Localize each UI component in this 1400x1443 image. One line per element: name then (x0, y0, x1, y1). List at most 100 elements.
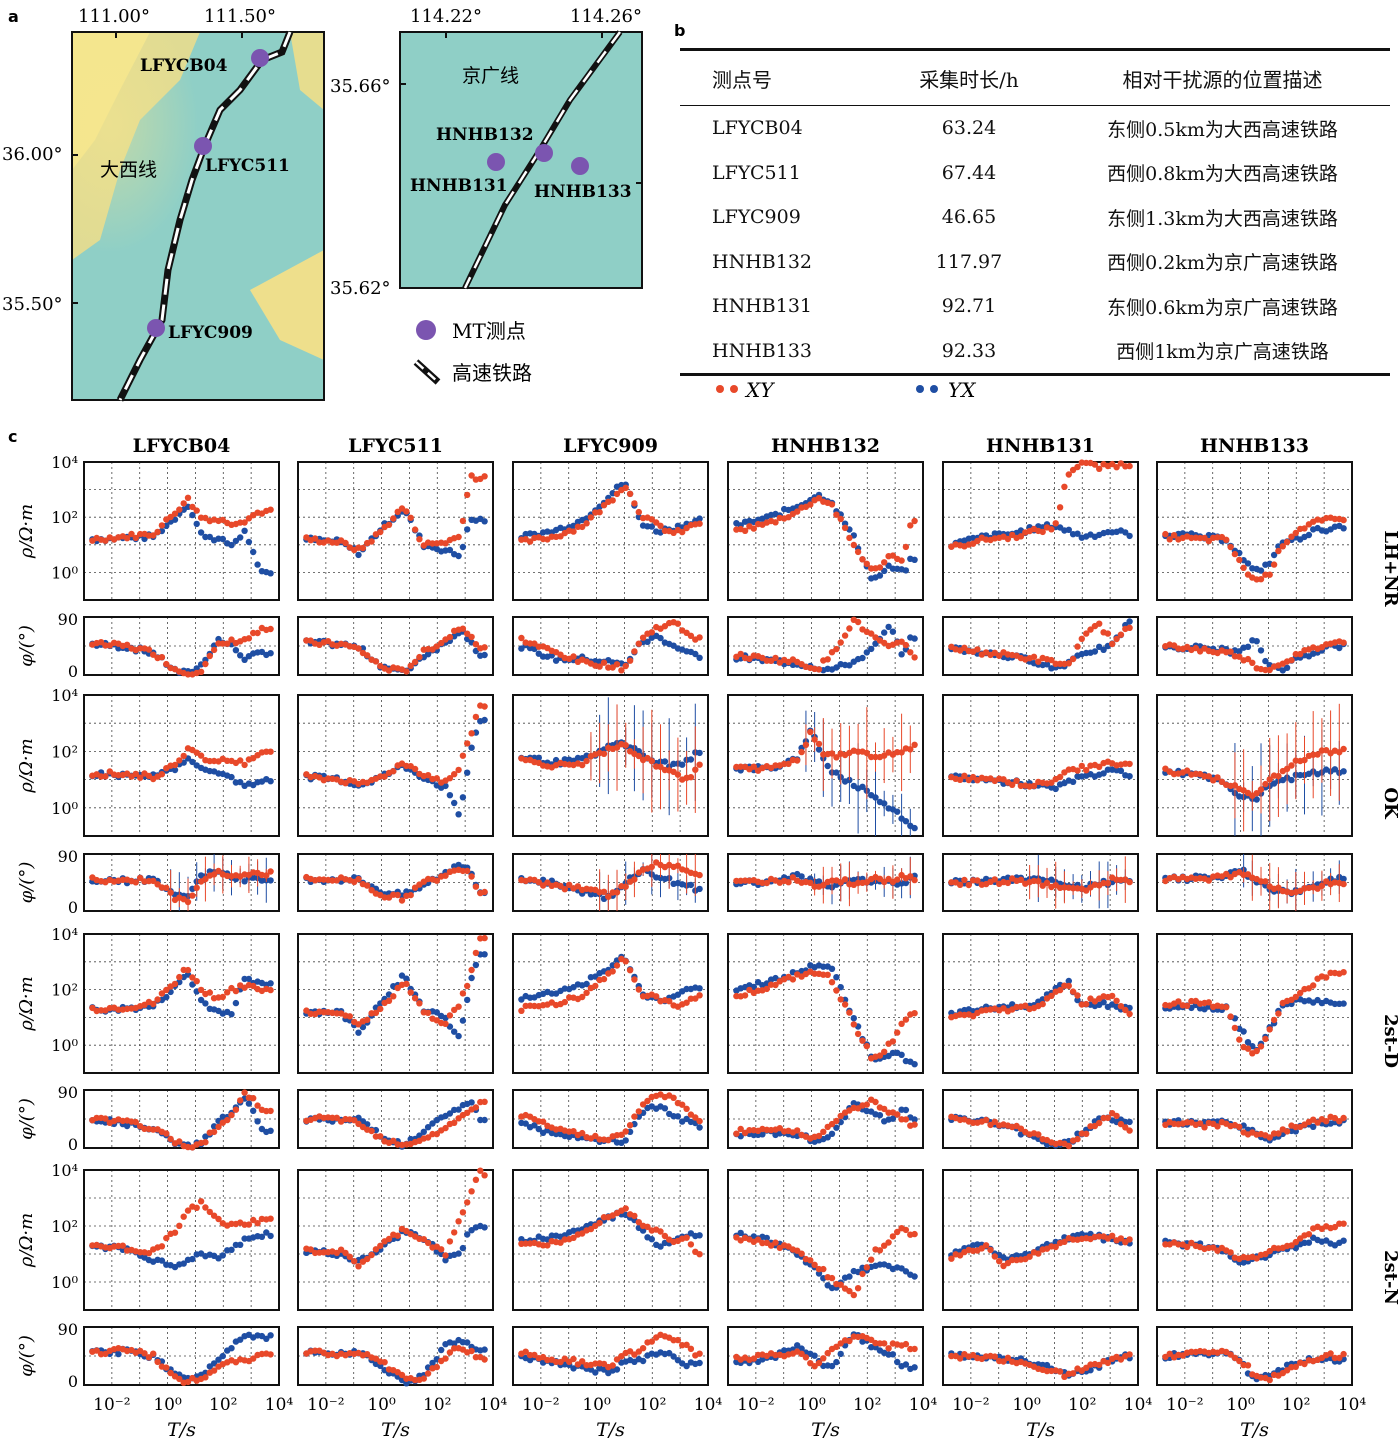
phi-point-xy (210, 1128, 218, 1136)
rho-point-xy (1183, 1243, 1191, 1251)
rho-point-xy (600, 502, 608, 509)
rho-point-xy (342, 1249, 349, 1257)
phi-point-xy (1236, 1123, 1243, 1131)
phi-point-xy (696, 1117, 703, 1125)
rho-point-xy (596, 1219, 603, 1227)
rho-point-xy (898, 749, 905, 756)
phi-point-yx (824, 1134, 831, 1141)
rho-point-xy (687, 774, 695, 781)
phi-point-xy (1301, 1360, 1308, 1368)
rho-point-xy (956, 776, 964, 783)
rho-point-xy (184, 494, 192, 501)
rho-point-xy (1288, 762, 1295, 769)
rho-point-xy (411, 995, 419, 1002)
rho-axes-frame (297, 1169, 494, 1311)
rho-point-yx (472, 961, 480, 969)
rho-point-xy (828, 750, 836, 757)
rho-point-xy (1039, 528, 1046, 536)
rho-point-yx (1288, 776, 1295, 784)
phi-point-xy (613, 889, 621, 896)
rho-point-yx (433, 1009, 440, 1016)
phi-point-xy (224, 640, 231, 647)
rho-point-xy (683, 1234, 690, 1241)
phi-point-xy (674, 1336, 682, 1344)
rho-point-xy (197, 1198, 205, 1205)
rho-point-xy (372, 1246, 380, 1253)
phi-point-yx (889, 1351, 897, 1358)
phi-point-yx (833, 1358, 840, 1366)
rho-point-yx (846, 1273, 853, 1280)
rho-point-xy (464, 740, 471, 747)
phi-point-yx (464, 1339, 471, 1346)
phi-tick-label: 90 (58, 1083, 78, 1102)
phi-point-yx (1043, 1361, 1051, 1369)
phi-point-yx (215, 1356, 222, 1363)
phi-tick-label: 0 (68, 1372, 78, 1391)
rho-point-yx (828, 965, 836, 972)
rho-point-xy (154, 528, 161, 536)
phi-point-yx (468, 1099, 475, 1106)
rho-point-xy (622, 1205, 629, 1212)
rho-point-xy (477, 1167, 484, 1174)
rho-point-xy (1340, 969, 1347, 976)
rho-point-xy (911, 517, 918, 525)
rho-point-xy (1314, 751, 1321, 758)
x-tick-label: 10⁰ (153, 1395, 182, 1415)
phi-point-xy (197, 668, 205, 675)
rho-point-xy (837, 996, 844, 1003)
phi-point-xy (683, 1105, 690, 1113)
rho-point-xy (868, 1256, 875, 1263)
rho-point-yx (696, 1232, 703, 1239)
phi-point-yx (254, 1118, 261, 1125)
phi-point-xy (215, 867, 222, 875)
rho-axes-frame (727, 1169, 924, 1311)
phi-point-xy (841, 876, 849, 883)
rho-point-xy (385, 1235, 393, 1243)
rho-point-xy (1183, 1002, 1191, 1009)
phi-point-xy (1083, 630, 1090, 637)
phi-point-yx (481, 651, 488, 659)
phi-point-xy (841, 632, 849, 639)
rho-point-xy (583, 757, 590, 765)
phi-point-xy (639, 1101, 647, 1108)
phi-point-xy (674, 620, 682, 627)
phi-point-xy (232, 1106, 240, 1113)
rho-point-xy (750, 763, 757, 770)
phi-point-yx (1340, 875, 1347, 883)
phi-axes-frame (942, 853, 1139, 912)
phi-point-yx (232, 647, 240, 654)
phi-point-xy (1214, 1123, 1221, 1130)
phi-point-xy (1249, 659, 1256, 666)
phi-point-xy (846, 1337, 853, 1345)
rho-point-xy (232, 987, 240, 995)
x-tick-label: 10⁻² (1166, 1395, 1203, 1415)
rho-point-xy (833, 511, 840, 518)
rho-point-yx (267, 570, 274, 577)
table-cell: 67.44 (941, 161, 997, 184)
phi-point-xy (696, 871, 703, 879)
rho-point-xy (820, 1265, 827, 1273)
rho-point-xy (193, 978, 200, 985)
rho-point-xy (631, 500, 638, 507)
phi-point-xy (609, 1362, 616, 1369)
rho-point-yx (245, 538, 253, 546)
phi-point-yx (237, 1336, 244, 1343)
phi-point-xy (184, 1378, 192, 1386)
rho-point-xy (180, 500, 187, 507)
phi-point-yx (683, 1362, 690, 1370)
rho-point-xy (626, 490, 634, 497)
phi-point-xy (991, 876, 998, 883)
rho-point-xy (600, 975, 608, 983)
rho-point-xy (472, 949, 480, 957)
rho-point-xy (424, 1239, 432, 1247)
phi-point-yx (241, 878, 248, 885)
rho-point-xy (1331, 1223, 1339, 1231)
rho-point-xy (451, 1229, 458, 1236)
rho-point-yx (254, 561, 261, 568)
rho-point-yx (824, 762, 831, 770)
rho-axes-frame (727, 461, 924, 601)
rho-point-xy (1083, 767, 1090, 774)
phi-point-xy (407, 891, 414, 899)
rho-point-xy (657, 763, 664, 770)
rho-point-xy (377, 528, 384, 536)
